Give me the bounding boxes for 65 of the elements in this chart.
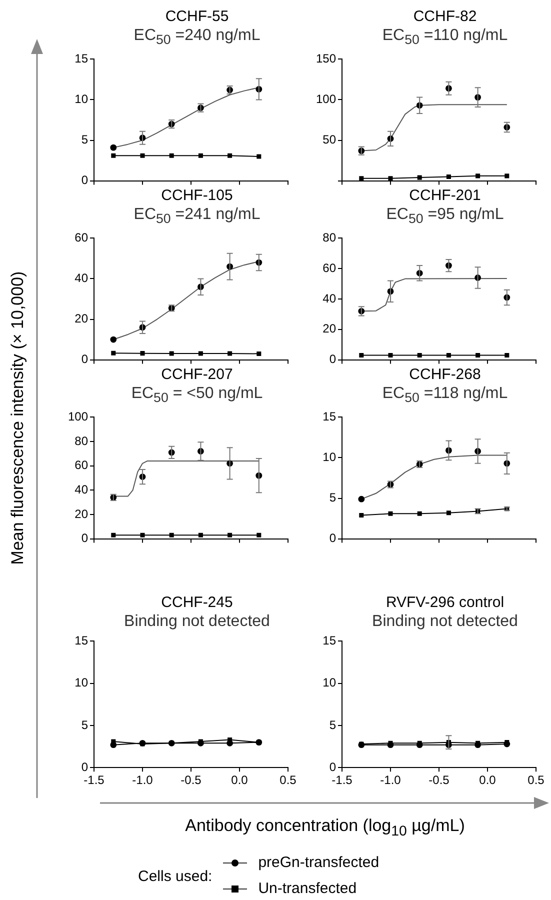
y-tick-label: 60: [322, 261, 336, 276]
x-tick-label: -0.5: [428, 773, 450, 788]
chart-title: CCHF-268: [408, 366, 482, 384]
y-tick-label: 80: [74, 434, 88, 448]
x-tick-label: 0.5: [280, 773, 297, 788]
y-tick-label: 20: [322, 322, 336, 336]
x-axis-title: Antibody concentration (log$_{10}$ µg/mL): [184, 816, 466, 840]
x-tick-label: -1.5: [332, 773, 353, 788]
chart-subtitle: EC$_{50}$ =118 ng/mL: [381, 384, 509, 408]
y-tick-label: 5: [81, 718, 88, 732]
y-tick-label: 15: [74, 52, 88, 66]
y-tick-label: 0: [329, 531, 336, 546]
chart-title: CCHF-105: [160, 187, 234, 205]
y-tick-label: 20: [74, 506, 88, 521]
y-tick-label: 15: [322, 410, 336, 424]
x-tick-label: -1.5: [84, 773, 105, 788]
y-tick-label: 10: [322, 676, 336, 690]
chart-title: CCHF-245: [160, 594, 234, 612]
y-tick-label: 0: [81, 760, 88, 774]
y-tick-label: 5: [329, 490, 336, 505]
y-tick-label: 10: [322, 450, 336, 464]
y-tick-label: 50: [322, 132, 336, 147]
chart-title: CCHF-82: [412, 8, 478, 26]
y-tick-label: 40: [322, 292, 336, 306]
y-tick-label: 20: [74, 312, 88, 326]
x-tick-label: 0.0: [479, 773, 496, 788]
x-tick-label: -1.0: [380, 773, 402, 788]
chart-subtitle: Binding not detected: [123, 612, 271, 632]
chart-subtitle: EC$_{50}$ =110 ng/mL: [381, 26, 509, 50]
chart-subtitle: EC$_{50}$ = <50 ng/mL: [130, 384, 264, 408]
chart-subtitle: EC$_{50}$ =95 ng/mL: [385, 205, 505, 228]
y-tick-label: 100: [68, 410, 88, 424]
y-tick-label: 15: [322, 634, 336, 648]
y-tick-label: 0: [329, 352, 336, 366]
chart-subtitle: EC$_{50}$ =240 ng/mL: [132, 26, 262, 50]
chart-subtitle: EC$_{50}$ =241 ng/mL: [132, 205, 262, 228]
y-tick-label: 60: [74, 230, 88, 245]
y-tick-label: 15: [74, 634, 88, 648]
y-tick-label: 5: [329, 718, 336, 732]
y-tick-label: 10: [74, 676, 88, 690]
x-tick-label: 0.0: [231, 773, 248, 788]
y-axis-title: Mean fluorescence intensity (× 10,000): [8, 270, 28, 567]
chart-title: CCHF-201: [408, 187, 482, 205]
legend-label: preGn-transfected: [257, 853, 380, 873]
y-tick-label: 80: [322, 230, 336, 245]
y-tick-label: 0: [329, 760, 336, 774]
x-tick-label: 0.5: [528, 773, 545, 788]
y-tick-label: 60: [74, 458, 88, 472]
y-tick-label: 100: [316, 92, 336, 106]
y-tick-label: 0: [81, 173, 88, 188]
y-tick-label: 0: [81, 531, 88, 546]
y-tick-label: 150: [316, 52, 336, 66]
chart-title: CCHF-55: [164, 8, 230, 26]
y-tick-label: 5: [81, 132, 88, 147]
y-tick-label: 0: [81, 352, 88, 366]
legend-title: Cells used:: [138, 868, 212, 884]
chart-title: RVFV-296 control: [384, 594, 506, 612]
y-tick-label: 40: [74, 271, 88, 286]
x-tick-label: -1.0: [132, 773, 154, 788]
chart-title: CCHF-207: [160, 366, 234, 384]
y-tick-label: 10: [74, 92, 88, 106]
chart-subtitle: Binding not detected: [371, 612, 519, 632]
y-tick-label: 40: [74, 482, 88, 497]
x-tick-label: -0.5: [180, 773, 202, 788]
legend-label: Un-transfected: [257, 879, 358, 899]
